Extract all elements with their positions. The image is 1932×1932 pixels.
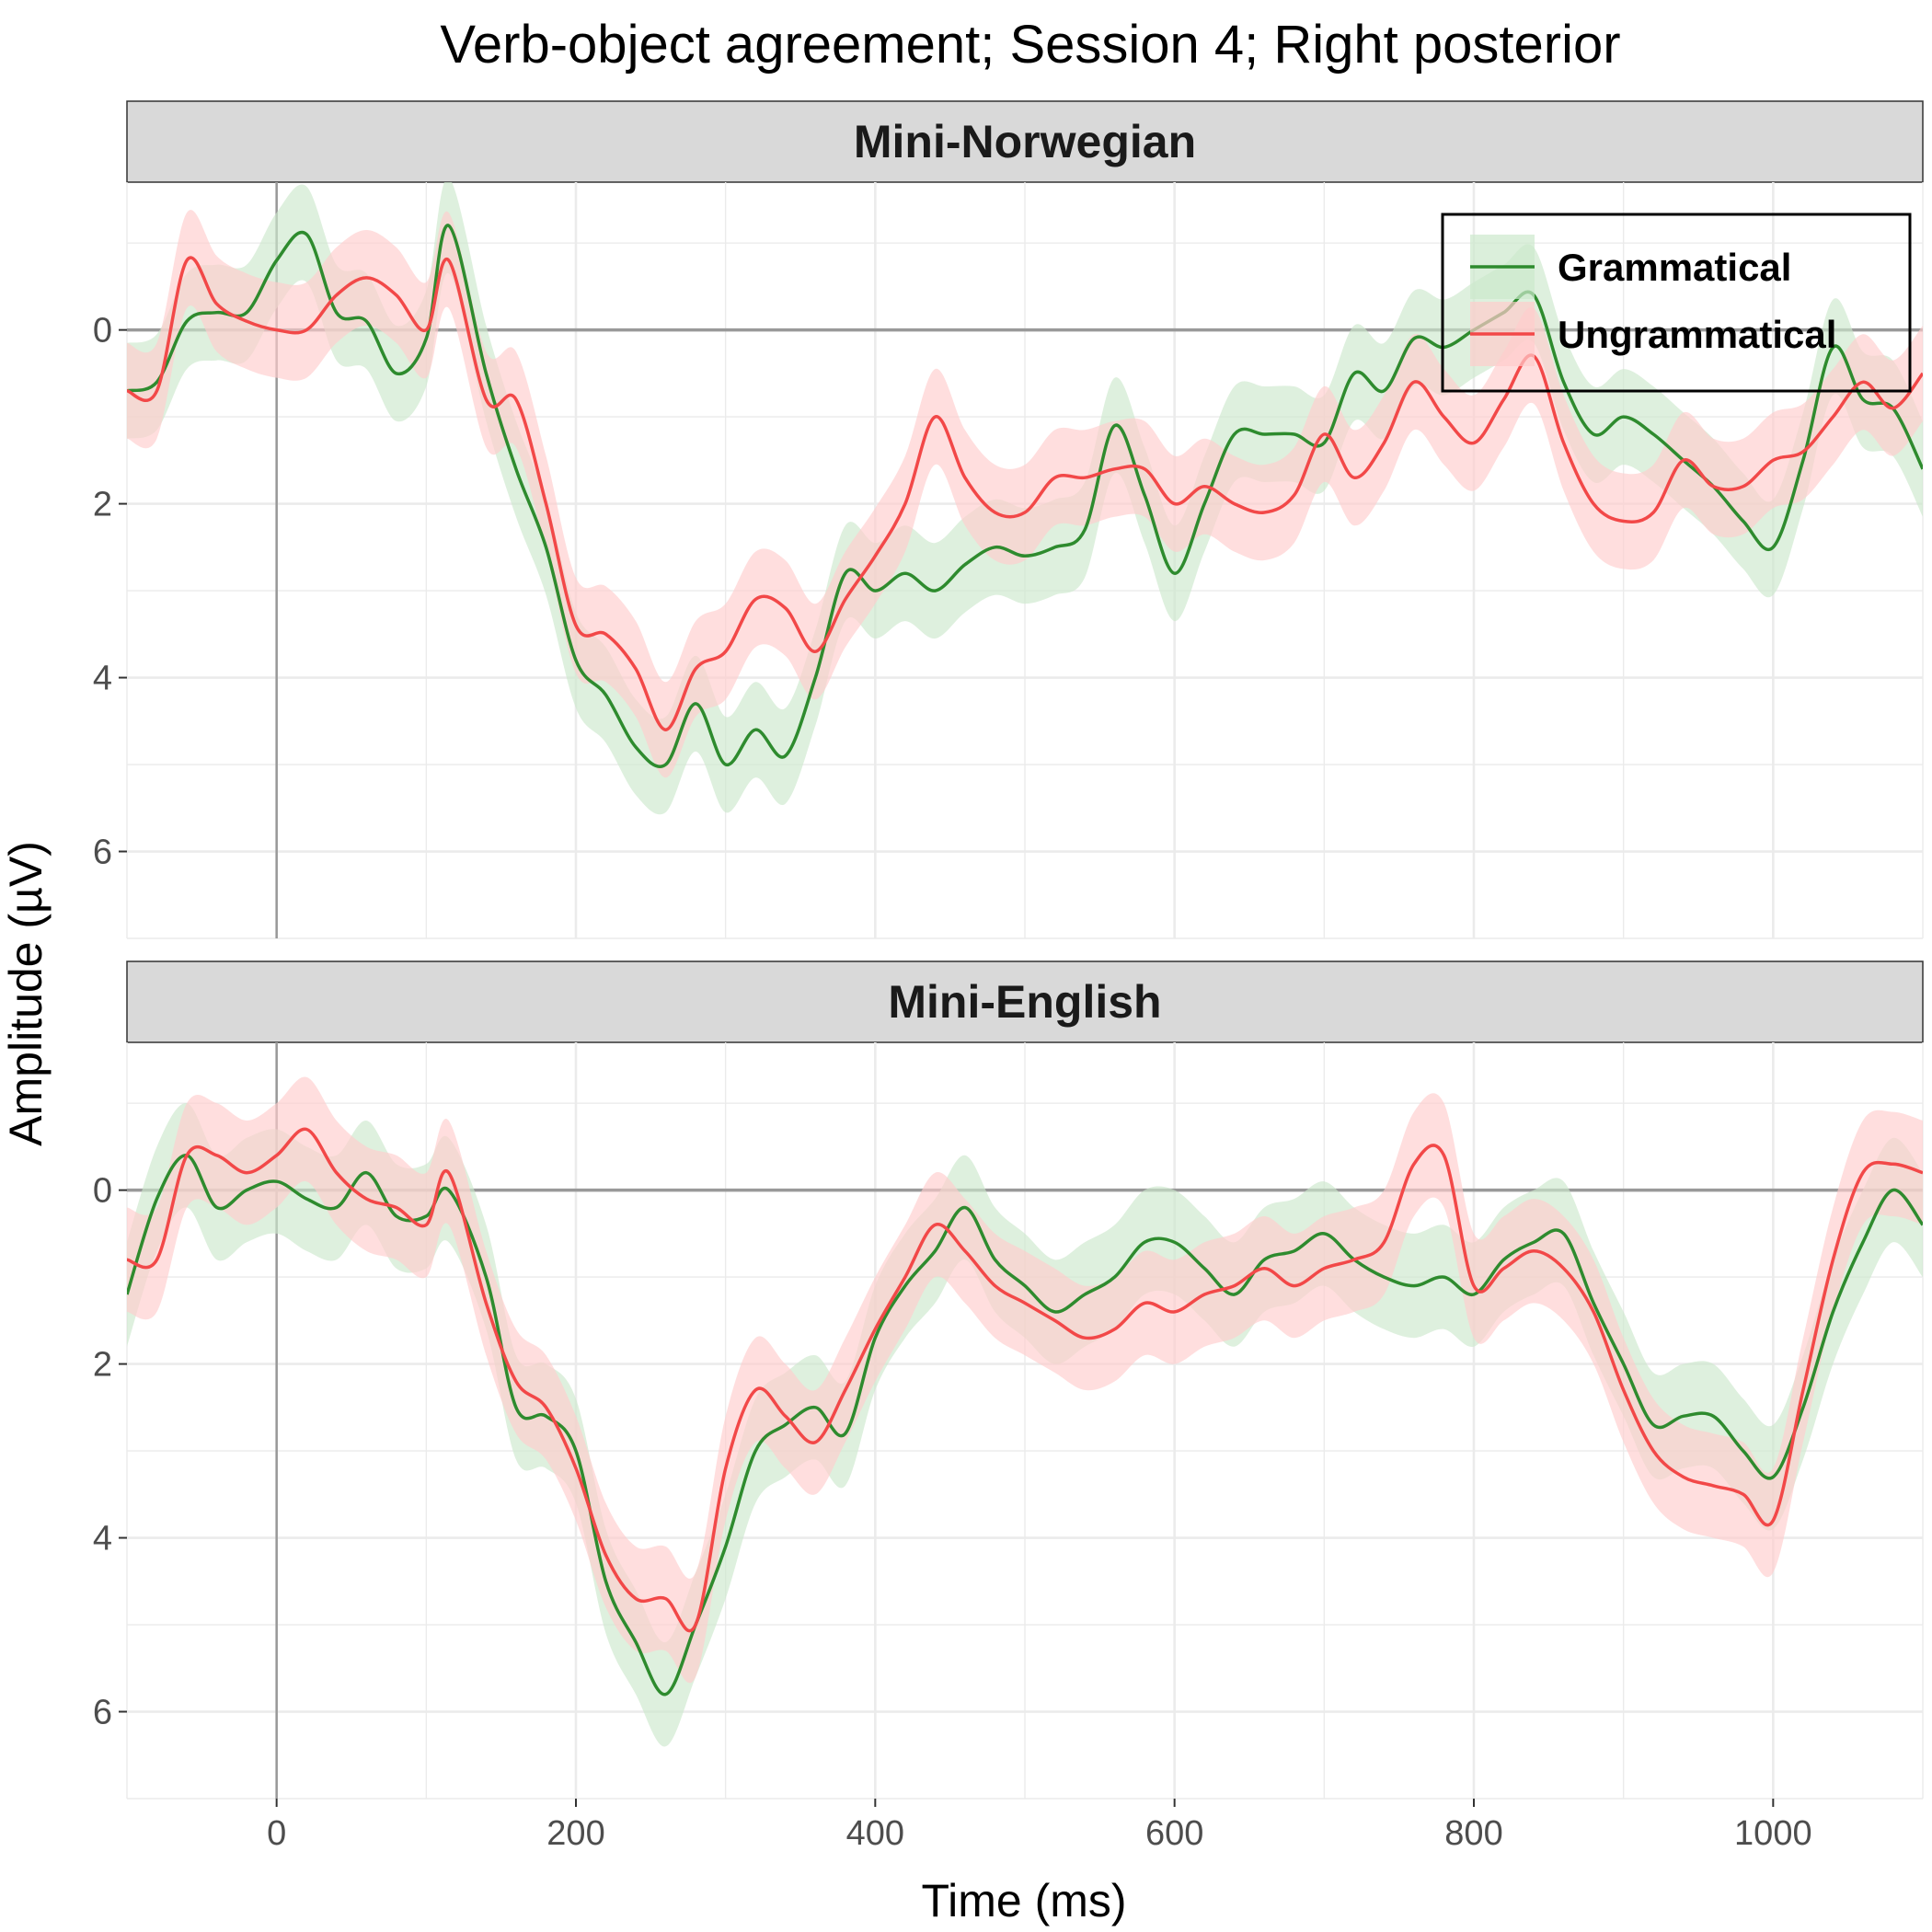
x-tick-label: 200 — [546, 1814, 604, 1853]
y-tick-label: 4 — [93, 1520, 112, 1558]
x-tick-label: 1000 — [1734, 1814, 1812, 1853]
x-tick-label: 600 — [1145, 1814, 1203, 1853]
panel-strip — [126, 960, 1924, 1043]
y-tick-label: 4 — [93, 660, 112, 698]
x-tick-label: 400 — [846, 1814, 904, 1853]
y-axis-title: Amplitude (µV) — [0, 841, 52, 1146]
panel-mini-english: Mini-English 0 2 4 6 0 200 400 600 800 1000 — [93, 960, 1924, 1853]
series-line-ungrammatical — [127, 1127, 1923, 1633]
chart-title: Verb-object agreement; Session 4; Right … — [440, 15, 1620, 75]
ci-ribbon — [127, 210, 1923, 778]
panel-strip-label: Mini-Norwegian — [854, 116, 1196, 167]
y-tick-label: 6 — [93, 834, 112, 872]
x-tick-label: 800 — [1444, 1814, 1502, 1853]
series-line-grammatical — [127, 224, 1923, 768]
y-tick-label: 2 — [93, 486, 112, 524]
x-tick-label: 0 — [267, 1814, 286, 1853]
y-tick-label: 0 — [93, 312, 112, 351]
y-tick-label: 6 — [93, 1694, 112, 1732]
y-tick-label: 0 — [93, 1172, 112, 1211]
legend: Grammatical Ungrammatical — [1441, 213, 1912, 393]
legend-box — [1441, 213, 1912, 393]
legend-label: Ungrammatical — [1558, 313, 1836, 356]
y-tick-label: 2 — [93, 1346, 112, 1385]
panel-strip — [126, 100, 1924, 183]
legend-label: Grammatical — [1558, 246, 1791, 289]
ci-ribbon — [127, 1076, 1923, 1684]
panel-strip-label: Mini-English — [888, 976, 1161, 1028]
legend-key-grammatical: Grammatical — [1470, 235, 1791, 299]
series-line-ungrammatical — [127, 256, 1923, 731]
legend-key-ungrammatical: Ungrammatical — [1470, 302, 1836, 366]
x-axis-title: Time (ms) — [921, 1875, 1126, 1926]
series-group — [127, 1076, 1923, 1747]
